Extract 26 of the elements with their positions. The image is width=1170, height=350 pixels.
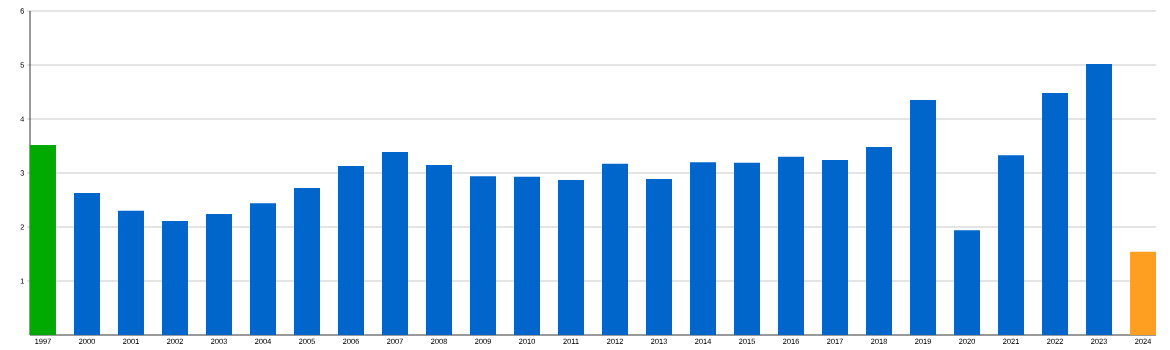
bar [426,164,452,335]
bar [602,163,629,335]
bar [514,176,540,335]
bar [73,192,100,335]
bar [558,180,585,335]
bar [470,176,496,335]
bar [249,203,276,335]
bar [117,210,144,335]
bar [294,188,320,335]
bar [338,165,364,335]
bar [646,178,673,335]
bar [778,156,805,335]
bar [1130,251,1157,335]
bar [866,147,893,335]
bar [822,160,849,335]
bar [1042,93,1069,335]
bar [1086,63,1113,335]
bar [29,144,56,335]
bar [690,162,717,335]
bar [998,155,1025,335]
bar [205,214,232,335]
bar [954,230,981,335]
bar [382,151,408,335]
bar [734,162,761,335]
bar [161,221,188,335]
bar [910,100,937,335]
